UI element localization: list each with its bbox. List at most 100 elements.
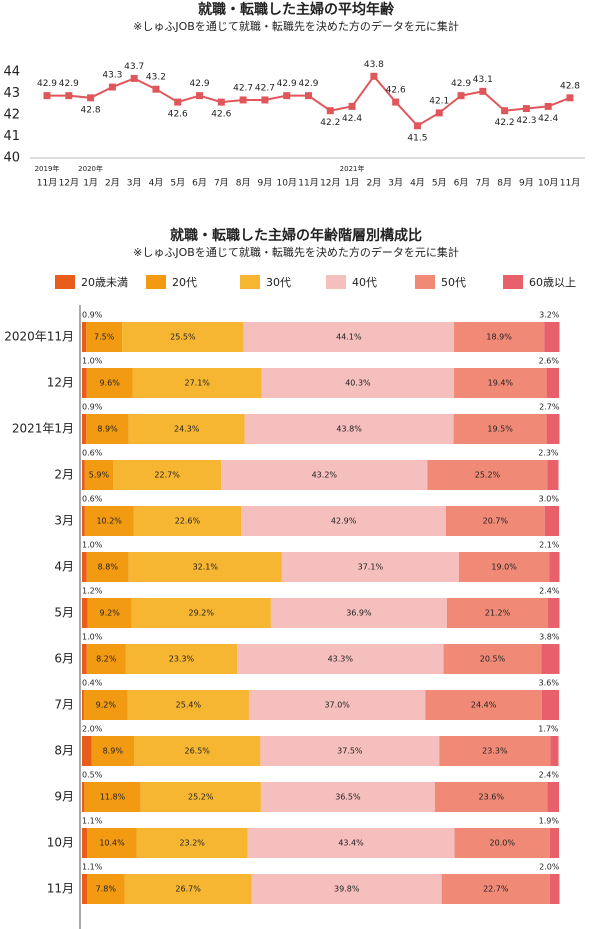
data-label: 25.4%	[176, 701, 202, 710]
data-label: 19.4%	[488, 379, 514, 388]
marker	[435, 109, 443, 117]
x-tick-label: 5月	[432, 178, 447, 189]
bar-segment	[544, 506, 559, 536]
marker	[152, 85, 160, 93]
bar-segment	[131, 598, 271, 628]
data-label: 26.5%	[184, 747, 210, 756]
year-label: 2021年	[340, 164, 365, 173]
data-label: 1.0%	[82, 357, 103, 366]
line-subtitle: ※しゅふJOBを通じて就職・転職先を決めた方のデータを元に集計	[133, 19, 459, 33]
marker	[261, 96, 269, 104]
bar-segment	[221, 460, 428, 490]
data-label: 23.2%	[179, 839, 205, 848]
data-label: 2.0%	[82, 725, 103, 734]
data-label: 42.9	[277, 79, 297, 89]
bar-segment	[441, 874, 550, 904]
data-label: 37.1%	[358, 563, 384, 572]
bar-segment	[87, 828, 137, 858]
data-label: 2.4%	[539, 771, 560, 780]
x-tick-label: 3月	[127, 178, 142, 189]
data-label: 7.8%	[96, 885, 117, 894]
data-label: 0.6%	[82, 495, 103, 504]
data-label: 0.6%	[82, 449, 103, 458]
bar-segment	[544, 322, 560, 352]
y-tick-label: 12月	[47, 376, 74, 390]
bar-segment	[82, 414, 87, 444]
data-label: 42.8	[81, 105, 101, 115]
data-label: 43.1	[473, 75, 493, 85]
bar-segment	[83, 690, 128, 720]
x-tick-label: 8月	[497, 178, 512, 189]
marker	[501, 107, 509, 115]
data-label: 21.2%	[485, 609, 511, 618]
y-tick-label: 44	[3, 65, 20, 80]
bar-segment	[443, 644, 542, 674]
bar-segment	[546, 414, 560, 444]
y-tick-label: 11月	[47, 882, 74, 896]
data-label: 2.1%	[539, 541, 560, 550]
data-label: 0.9%	[82, 403, 103, 412]
data-label: 23.6%	[479, 793, 505, 802]
data-label: 11.8%	[100, 793, 126, 802]
data-label: 42.2	[495, 118, 515, 128]
data-label: 9.2%	[100, 609, 121, 618]
marker	[87, 94, 95, 102]
bar-segment	[454, 828, 550, 858]
marker	[392, 98, 400, 106]
data-label: 42.8	[560, 81, 580, 91]
data-label: 0.5%	[82, 771, 103, 780]
x-tick-label: 7月	[214, 178, 229, 189]
year-label: 2020年	[78, 164, 103, 173]
data-label: 29.2%	[189, 609, 215, 618]
data-label: 8.2%	[96, 655, 117, 664]
data-label: 44.1%	[336, 333, 362, 342]
bar-segment	[261, 368, 455, 398]
x-tick-label: 6月	[454, 178, 469, 189]
y-tick-label: 2020年11月	[4, 330, 74, 344]
data-label: 24.3%	[174, 425, 200, 434]
marker	[43, 92, 51, 100]
bar-segment	[548, 598, 560, 628]
data-label: 43.7	[124, 62, 144, 72]
y-tick-label: 9月	[54, 790, 74, 804]
bar-segment	[124, 874, 252, 904]
data-label: 39.8%	[334, 885, 360, 894]
bar-segment	[546, 368, 559, 398]
data-label: 2.7%	[539, 403, 560, 412]
bar-segment	[86, 414, 129, 444]
data-label: 37.0%	[324, 701, 350, 710]
y-tick-label: 6月	[54, 652, 74, 666]
legend-label: 20歳未満	[81, 276, 128, 289]
data-label: 42.1	[429, 96, 449, 106]
data-label: 3.8%	[539, 633, 560, 642]
marker	[65, 92, 73, 100]
marker	[348, 102, 356, 110]
data-label: 43.2	[146, 73, 166, 83]
x-tick-label: 12月	[320, 178, 340, 189]
data-label: 42.6	[168, 110, 188, 120]
marker	[108, 83, 116, 91]
legend-label: 30代	[266, 276, 291, 289]
bar-segment	[82, 506, 85, 536]
marker	[217, 98, 225, 106]
bar-segment	[140, 782, 261, 812]
bar-segment	[82, 552, 87, 582]
data-label: 1.9%	[539, 817, 560, 826]
data-label: 10.2%	[96, 517, 122, 526]
bar-segment	[87, 874, 125, 904]
data-label: 25.2%	[475, 471, 501, 480]
bar-segment	[425, 690, 542, 720]
bar-segment	[547, 782, 559, 812]
x-tick-label: 2月	[105, 178, 120, 189]
marker	[305, 92, 312, 100]
x-tick-label: 7月	[475, 178, 490, 189]
data-label: 37.5%	[337, 747, 363, 756]
y-tick-label: 2月	[54, 468, 74, 482]
legend-label: 40代	[352, 276, 377, 289]
bar-segment	[454, 322, 545, 352]
marker	[370, 72, 378, 80]
data-label: 1.1%	[82, 817, 103, 826]
data-label: 42.7	[233, 83, 253, 93]
data-label: 43.8	[364, 60, 384, 70]
data-label: 3.0%	[539, 495, 560, 504]
